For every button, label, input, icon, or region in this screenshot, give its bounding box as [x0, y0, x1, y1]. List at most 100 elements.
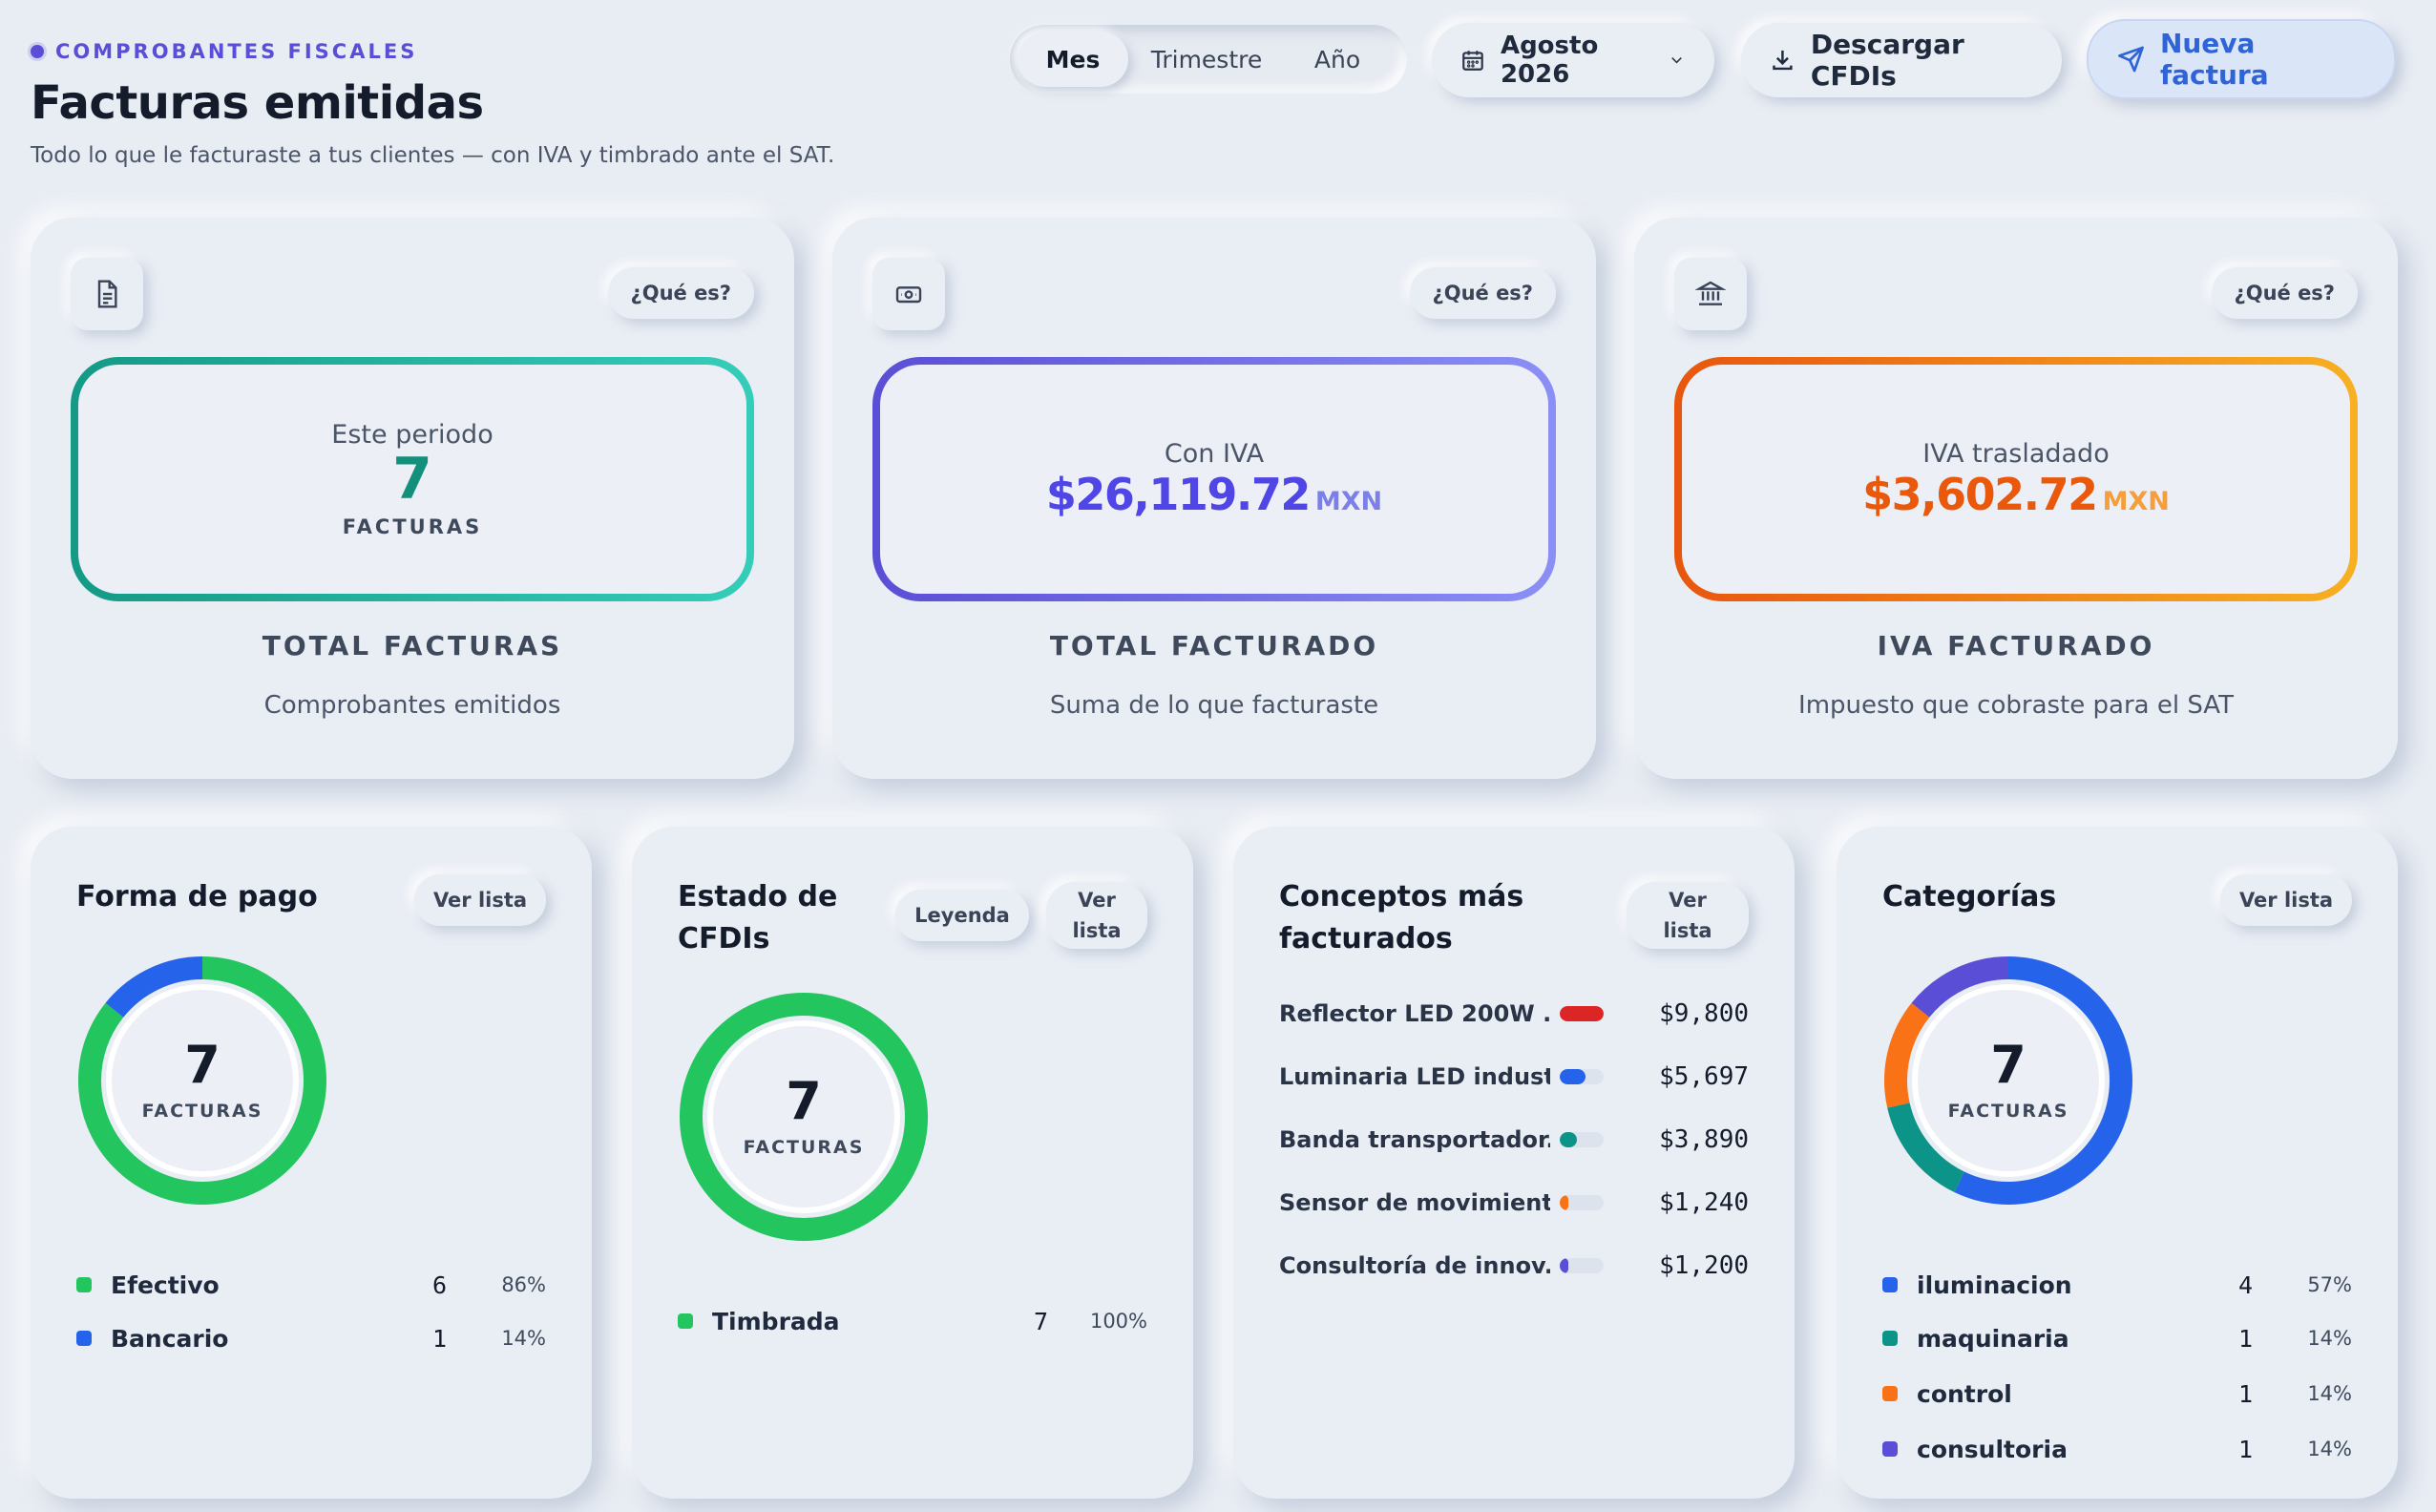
legend-item: control 1 14%: [1882, 1376, 2352, 1411]
kpi-period-label: Con IVA: [1164, 438, 1265, 469]
kpi-unit: FACTURAS: [342, 515, 483, 538]
donut-svg: [1884, 956, 2132, 1205]
donut-svg: [78, 956, 326, 1205]
kpi-value-frame: Con IVA $26,119.72 MXN: [872, 357, 1556, 601]
panel-title: Estado de CFDIs: [678, 876, 837, 960]
legend-percent: 86%: [501, 1273, 546, 1296]
kpi-icon-badge: [1674, 258, 1747, 330]
concept-bar-track: [1560, 1069, 1604, 1084]
legend-swatch: [678, 1313, 693, 1329]
donut-svg: [680, 993, 928, 1241]
calendar-icon: [1462, 51, 1483, 71]
view-list-button[interactable]: Ver lista: [414, 874, 546, 926]
concept-name: Banda transportador...: [1279, 1126, 1550, 1153]
page-title: Facturas emitidas: [31, 76, 484, 130]
legend-label: Timbrada: [712, 1307, 840, 1335]
concept-row: Banda transportador... $3,890: [1279, 1121, 1749, 1159]
download-icon: [1773, 50, 1793, 71]
legend-swatch: [1882, 1331, 1898, 1346]
kpi-money: $26,119.72 MXN: [1046, 469, 1382, 520]
kpi-icon-badge: [872, 258, 945, 330]
legend-label: Efectivo: [111, 1270, 220, 1299]
top-concepts-panel: Conceptos más facturados Ver lista Refle…: [1233, 827, 1795, 1499]
download-cfdis-label: Descargar CFDIs: [1810, 29, 1964, 92]
concept-bar-track: [1560, 1006, 1604, 1021]
donut-caption: FACTURAS: [743, 1137, 865, 1158]
new-invoice-label: Nueva factura: [2159, 28, 2269, 91]
period-selector: Mes Trimestre Año: [1010, 25, 1407, 94]
status-donut-chart: 7 FACTURAS: [678, 991, 930, 1243]
concept-amount: $3,890: [1659, 1125, 1749, 1154]
cfdi-status-panel: Estado de CFDIs Leyenda Ver lista 7 FACT…: [632, 827, 1193, 1499]
panel-title: Categorías: [1882, 880, 2057, 914]
concept-bar: [1560, 1258, 1569, 1273]
tab-period-quarter[interactable]: Trimestre: [1150, 45, 1263, 74]
concept-row: Reflector LED 200W ... $9,800: [1279, 995, 1749, 1033]
legend-button[interactable]: Leyenda: [895, 890, 1029, 941]
bank-icon: [1695, 281, 1726, 305]
concept-amount: $9,800: [1659, 999, 1749, 1028]
concept-bar: [1560, 1195, 1569, 1210]
date-picker-button[interactable]: Agosto 2026: [1432, 23, 1714, 97]
legend-percent: 14%: [501, 1327, 546, 1350]
eyebrow-dot-icon: [31, 45, 44, 58]
panel-title: Conceptos más facturados: [1279, 876, 1523, 960]
chevron-down-icon: [1671, 57, 1682, 64]
kpi-help-button[interactable]: ¿Qué es?: [607, 267, 754, 319]
download-cfdis-button[interactable]: Descargar CFDIs: [1741, 23, 2062, 97]
kpi-help-button[interactable]: ¿Qué es?: [2211, 267, 2358, 319]
donut-slice-timbrada: [680, 993, 928, 1241]
categories-donut-chart: 7 FACTURAS: [1882, 955, 2134, 1207]
legend-label: consultoria: [1917, 1435, 2068, 1463]
eyebrow-label: COMPROBANTES FISCALES: [55, 40, 418, 63]
tab-period-year[interactable]: Año: [1313, 45, 1361, 74]
view-list-line: Ver: [1078, 889, 1116, 912]
kpi-period-label: IVA trasladado: [1922, 438, 2110, 469]
legend-swatch: [76, 1277, 92, 1292]
concept-bar: [1560, 1069, 1586, 1084]
legend-percent: 14%: [2307, 1327, 2352, 1350]
kpi-help-button[interactable]: ¿Qué es?: [1409, 267, 1556, 319]
concept-amount: $5,697: [1659, 1062, 1749, 1091]
legend-label: iluminacion: [1917, 1270, 2072, 1299]
view-list-button[interactable]: Ver lista: [2220, 874, 2352, 926]
concept-amount: $1,200: [1659, 1251, 1749, 1280]
donut-slice-bancario: [78, 956, 326, 1205]
tab-period-month[interactable]: Mes: [1018, 32, 1128, 87]
section-eyebrow: COMPROBANTES FISCALES: [31, 40, 417, 63]
donut-hole: [106, 984, 299, 1177]
kpi-value: 7: [392, 446, 432, 513]
donut-total: 7: [184, 1035, 220, 1095]
kpi-description: Comprobantes emitidos: [263, 691, 561, 720]
view-list-button[interactable]: Ver lista: [1046, 882, 1147, 949]
new-invoice-button[interactable]: Nueva factura: [2087, 19, 2396, 99]
legend-count: 1: [2237, 1379, 2253, 1408]
payment-donut-chart: 7 FACTURAS: [76, 955, 328, 1207]
legend-item: Timbrada 7 100%: [678, 1304, 1147, 1338]
legend-count: 1: [2237, 1435, 2253, 1463]
concept-name: Consultoría de innov...: [1279, 1252, 1550, 1279]
concept-row: Luminaria LED indust... $5,697: [1279, 1058, 1749, 1096]
view-list-line: Ver: [1669, 889, 1707, 912]
panel-title-line: Estado de: [678, 880, 838, 914]
donut-total: 7: [1990, 1035, 2026, 1095]
legend-swatch: [1882, 1277, 1898, 1292]
donut-caption: FACTURAS: [141, 1101, 263, 1122]
legend-percent: 57%: [2307, 1273, 2352, 1296]
concept-row: Consultoría de innov... $1,200: [1279, 1247, 1749, 1285]
kpi-card-total-invoices: ¿Qué es? Este periodo 7 FACTURAS TOTAL F…: [31, 218, 794, 779]
page-subtitle: Todo lo que le facturaste a tus clientes…: [31, 143, 835, 168]
legend-swatch: [76, 1331, 92, 1346]
legend-label: maquinaria: [1917, 1324, 2069, 1353]
view-list-line: lista: [1663, 919, 1712, 942]
panel-title-line: CFDIs: [678, 922, 770, 956]
cash-icon: [895, 286, 922, 304]
donut-hole: [1912, 984, 2105, 1177]
kpi-card-total-billed: ¿Qué es? Con IVA $26,119.72 MXN TOTAL FA…: [832, 218, 1596, 779]
view-list-button[interactable]: Ver lista: [1627, 882, 1749, 949]
donut-caption: FACTURAS: [1947, 1101, 2069, 1122]
legend-item: Bancario 1 14%: [76, 1321, 546, 1355]
concept-bar-track: [1560, 1195, 1604, 1210]
concept-bar-track: [1560, 1258, 1604, 1273]
kpi-period-label: Este periodo: [331, 420, 494, 450]
